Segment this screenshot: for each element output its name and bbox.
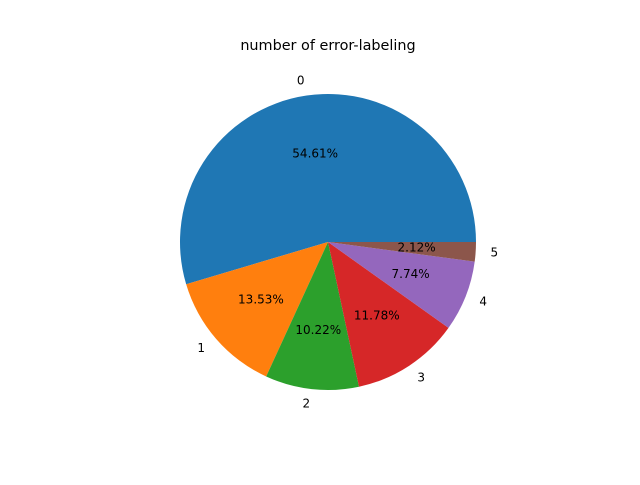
percent-label-4: 7.74% bbox=[392, 267, 430, 281]
pie-slice-5 bbox=[328, 242, 476, 262]
pie-labels: 0 54.61% 1 13.53% 2 10.22% 3 11.78% 4 7.74% 5 2.12% bbox=[197, 73, 498, 410]
category-label-3: 3 bbox=[417, 371, 425, 385]
pie-slices bbox=[180, 94, 477, 390]
pie-slice-2 bbox=[266, 242, 360, 390]
pie-slice-4 bbox=[328, 242, 475, 328]
category-label-4: 4 bbox=[479, 294, 487, 308]
category-label-1: 1 bbox=[197, 341, 205, 355]
category-label-5: 5 bbox=[490, 245, 498, 259]
percent-label-5: 2.12% bbox=[398, 240, 436, 254]
percent-label-3: 11.78% bbox=[354, 309, 400, 323]
category-label-0: 0 bbox=[297, 73, 305, 87]
percent-label-0: 54.61% bbox=[292, 147, 338, 161]
percent-label-2: 10.22% bbox=[295, 323, 341, 337]
percent-label-1: 13.53% bbox=[238, 293, 284, 307]
pie-slice-0 bbox=[180, 94, 477, 285]
chart-title: number of error-labeling bbox=[240, 38, 415, 54]
pie-slice-3 bbox=[328, 242, 449, 387]
pie-slice-1 bbox=[186, 242, 328, 377]
category-label-2: 2 bbox=[302, 396, 310, 410]
